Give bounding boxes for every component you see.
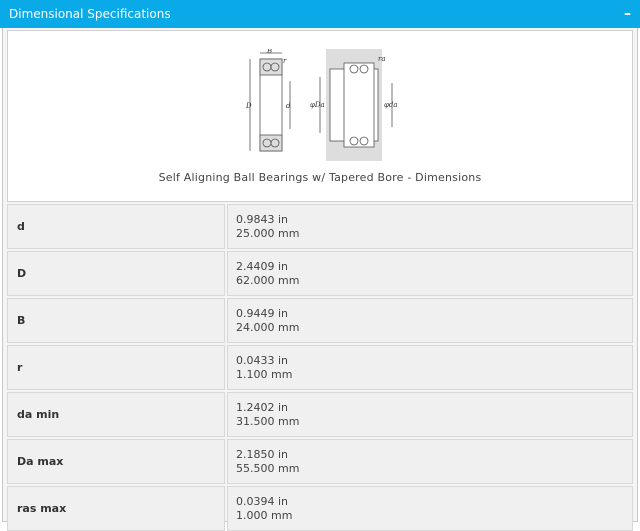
label-ra: ra — [378, 55, 386, 63]
spec-label: B — [7, 298, 225, 343]
label-Da: φDa — [310, 101, 325, 109]
table-row: da min 1.2402 in 31.500 mm — [7, 392, 633, 437]
value-in: 2.4409 in — [236, 259, 289, 273]
table-row: ras max 0.0394 in 1.000 mm — [7, 486, 633, 531]
spec-label: ras max — [7, 486, 225, 531]
panel-header[interactable]: Dimensional Specifications – — [0, 0, 640, 28]
value-in: 0.9843 in — [236, 212, 289, 226]
value-in: 0.0433 in — [236, 353, 289, 367]
panel-title: Dimensional Specifications — [9, 7, 171, 21]
value-in: 0.0394 in — [236, 494, 289, 508]
label-d: d — [286, 102, 291, 110]
panel-body: B D d r φDa φda ra Self Aligning Ball Be… — [2, 28, 638, 531]
bearing-drawing: B D d r φDa φda ra — [245, 49, 398, 161]
value-mm: 24.000 mm — [236, 320, 300, 334]
diagram-caption: Self Aligning Ball Bearings w/ Tapered B… — [158, 171, 482, 184]
value-mm: 25.000 mm — [236, 226, 300, 240]
value-mm: 55.500 mm — [236, 461, 300, 475]
table-row: D 2.4409 in 62.000 mm — [7, 251, 633, 296]
spec-value: 0.0433 in 1.100 mm — [227, 345, 633, 390]
value-mm: 62.000 mm — [236, 273, 300, 287]
label-B: B — [266, 49, 272, 55]
value-in: 0.9449 in — [236, 306, 289, 320]
spec-value: 1.2402 in 31.500 mm — [227, 392, 633, 437]
spec-value: 0.9449 in 24.000 mm — [227, 298, 633, 343]
table-row: r 0.0433 in 1.100 mm — [7, 345, 633, 390]
value-mm: 31.500 mm — [236, 414, 300, 428]
table-row: B 0.9449 in 24.000 mm — [7, 298, 633, 343]
value-in: 2.1850 in — [236, 447, 289, 461]
value-mm: 1.100 mm — [236, 367, 293, 381]
spec-value: 2.4409 in 62.000 mm — [227, 251, 633, 296]
value-in: 1.2402 in — [236, 400, 289, 414]
spec-value: 2.1850 in 55.500 mm — [227, 439, 633, 484]
spec-label: D — [7, 251, 225, 296]
value-mm: 1.000 mm — [236, 508, 293, 522]
spec-value: 0.0394 in 1.000 mm — [227, 486, 633, 531]
label-da: φda — [384, 101, 398, 109]
spec-label: da min — [7, 392, 225, 437]
minus-icon[interactable]: – — [624, 6, 631, 22]
spec-label: Da max — [7, 439, 225, 484]
bearing-diagram: B D d r φDa φda ra Self Aligning Ball Be… — [7, 30, 633, 202]
label-D: D — [245, 102, 252, 110]
spec-label: d — [7, 204, 225, 249]
label-r: r — [283, 57, 287, 65]
spec-value: 0.9843 in 25.000 mm — [227, 204, 633, 249]
table-row: d 0.9843 in 25.000 mm — [7, 204, 633, 249]
table-row: Da max 2.1850 in 55.500 mm — [7, 439, 633, 484]
spec-table: d 0.9843 in 25.000 mm D 2.4409 in 62.000 mm… — [7, 204, 633, 531]
spec-label: r — [7, 345, 225, 390]
